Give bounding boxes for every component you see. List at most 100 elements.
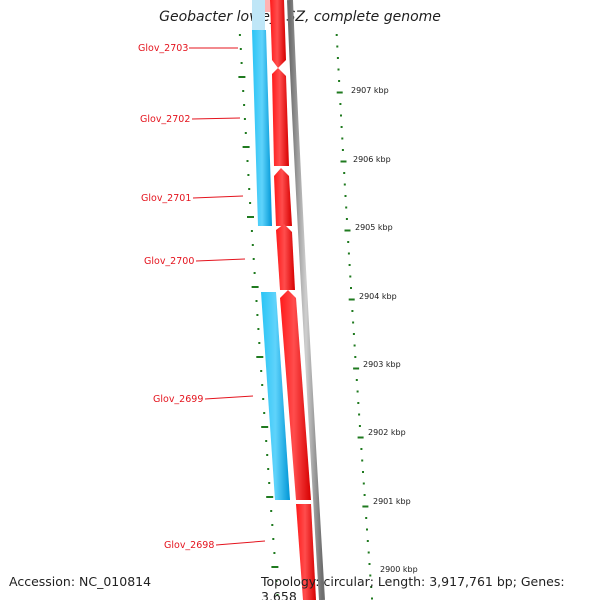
gene-label-glov-2698[interactable]: Glov_2698 [164, 540, 214, 551]
position-label: 2902 kbp [368, 428, 406, 437]
reverse-cds-track [252, 0, 290, 500]
position-label: 2901 kbp [373, 497, 411, 506]
gc-tick [243, 104, 246, 106]
cds-glov-2703[interactable] [270, 0, 286, 68]
gc-tick [263, 412, 266, 414]
ruler-tick [360, 448, 363, 450]
gc-tick [251, 244, 254, 246]
ruler-tick [356, 390, 359, 393]
gc-tick [238, 34, 241, 36]
cds-glov-2701[interactable] [274, 168, 292, 226]
gc-tick [271, 566, 279, 568]
ruler-tick [338, 80, 341, 82]
ruler-tick [353, 367, 360, 370]
gene-label-glov-2703[interactable]: Glov_2703 [138, 43, 188, 54]
gc-tick [242, 90, 245, 92]
ruler-tick [344, 195, 347, 197]
ruler-tick [348, 298, 355, 301]
ruler-tick [366, 528, 368, 531]
ruler-tick [357, 402, 360, 404]
gc-tick [275, 580, 278, 582]
map-title: Geobacter lovleyi SZ, complete genome [159, 9, 441, 25]
gc-tick [247, 216, 254, 218]
gc-tick [273, 552, 276, 554]
gc-tick [261, 384, 264, 386]
gc-tick [248, 188, 251, 190]
ruler-tick [368, 563, 371, 565]
gc-tick [250, 230, 253, 232]
gc-tick [261, 426, 269, 428]
gene-label-glov-2702[interactable]: Glov_2702 [140, 114, 190, 125]
ruler-tick [340, 126, 343, 128]
gene-label-glov-2700[interactable]: Glov_2700 [144, 256, 194, 267]
gc-tick [262, 398, 265, 400]
cds-glov-2699[interactable] [280, 290, 311, 500]
ruler-tick [340, 114, 342, 117]
ruler-tick [369, 574, 372, 577]
leader-line [191, 117, 241, 120]
gc-tick [246, 160, 249, 162]
position-label: 2900 kbp [380, 565, 418, 574]
gc-tick [256, 314, 259, 316]
gc-tick [276, 594, 279, 596]
position-label: 2904 kbp [359, 292, 397, 301]
ruler-tick [363, 494, 366, 496]
ruler-tick [370, 586, 373, 588]
ruler-tick [337, 68, 340, 71]
position-label: 2903 kbp [363, 360, 401, 369]
gene-labels: Glov_2703 Glov_2702 Glov_2701 Glov_2700 … [138, 43, 266, 551]
ruler-tick [365, 517, 368, 519]
gene-label-glov-2699[interactable]: Glov_2699 [153, 394, 203, 405]
gc-tick [257, 328, 260, 330]
ruler-tick [336, 91, 343, 94]
gc-tick [260, 370, 263, 372]
gc-tick [272, 538, 275, 540]
ruler-tick [339, 103, 342, 105]
ruler-tick [336, 57, 339, 59]
leader-line [192, 195, 244, 199]
ruler-tick [367, 551, 370, 554]
gc-content-track [238, 34, 279, 596]
gc-tick [270, 510, 273, 512]
ruler-tick [355, 379, 358, 381]
ruler-tick [347, 252, 350, 255]
cds-glov-2698[interactable] [296, 504, 316, 600]
cds-reverse-upper[interactable] [252, 30, 272, 226]
ruler-tick [345, 218, 348, 220]
position-label: 2906 kbp [353, 155, 391, 164]
leader-line [195, 258, 246, 262]
ruler-tick [348, 264, 351, 266]
gc-tick [266, 496, 274, 498]
gc-tick [242, 146, 250, 148]
cds-glov-2700[interactable] [276, 224, 295, 290]
ruler-tick [351, 310, 354, 312]
genome-summary-text: Topology: circular; Length: 3,917,761 bp… [261, 574, 565, 600]
gc-tick [266, 454, 269, 456]
ruler-tick [341, 137, 344, 140]
gc-tick [256, 356, 264, 358]
ruler-tick [350, 287, 352, 289]
cds-reverse-lower[interactable] [261, 292, 290, 500]
ruler-tick [358, 413, 361, 416]
gc-tick [249, 202, 252, 204]
gc-tick [239, 48, 242, 50]
gc-tick [267, 468, 270, 470]
position-labels: 2907 kbp 2906 kbp 2905 kbp 2904 kbp 2903… [351, 86, 418, 574]
gc-tick [243, 118, 246, 120]
gc-tick [265, 440, 268, 442]
gc-tick [252, 258, 255, 260]
ruler-tick [358, 425, 361, 427]
ruler-tick [347, 241, 350, 243]
ruler-tick [343, 172, 346, 174]
ruler-tick [361, 459, 364, 462]
gc-tick [238, 76, 246, 78]
gc-tick [253, 272, 256, 274]
ruler-tick [362, 471, 364, 473]
gc-tick [251, 286, 259, 288]
ruler-tick [335, 34, 338, 36]
gene-label-glov-2701[interactable]: Glov_2701 [141, 193, 191, 204]
cds-glov-2702[interactable] [272, 68, 289, 166]
ruler-tick [349, 275, 352, 278]
